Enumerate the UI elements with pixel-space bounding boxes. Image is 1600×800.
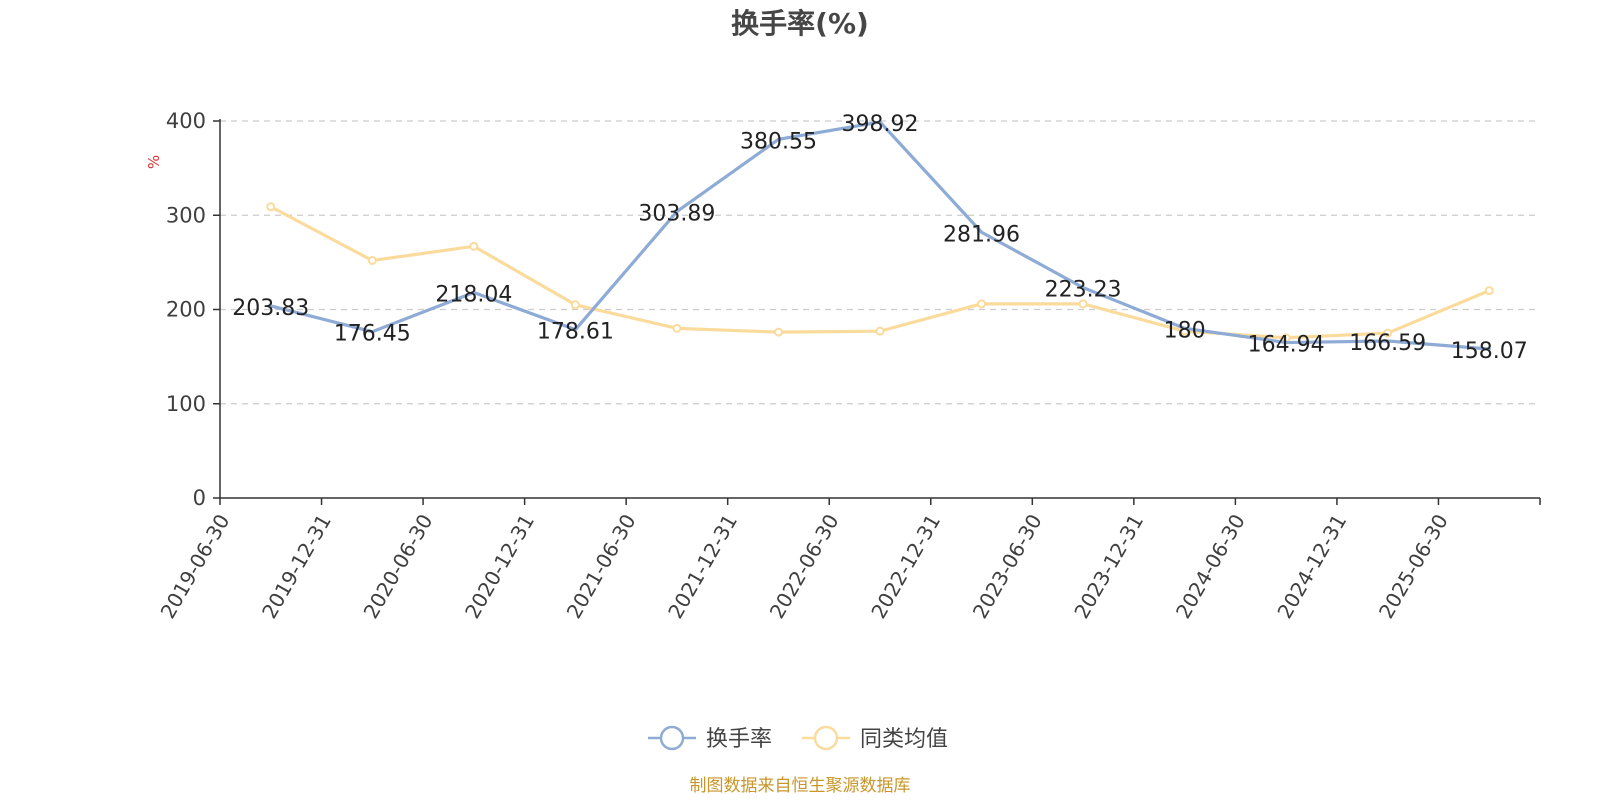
series-point bbox=[1383, 328, 1393, 338]
x-tick-label: 2023-12-31 bbox=[1069, 510, 1148, 623]
x-tick-label: 2021-12-31 bbox=[663, 510, 742, 623]
y-tick-label: 0 bbox=[193, 486, 206, 510]
data-label: 180 bbox=[1164, 318, 1206, 343]
x-tick-label: 2019-06-30 bbox=[155, 510, 234, 623]
series-lines bbox=[266, 120, 1494, 351]
x-tick-label: 2019-12-31 bbox=[257, 510, 336, 623]
data-label: 203.83 bbox=[232, 296, 309, 321]
chart-title: 换手率(%) bbox=[731, 7, 869, 40]
series-point bbox=[773, 327, 783, 337]
x-tick-label: 2024-06-30 bbox=[1171, 510, 1250, 623]
axes: 0 100 200 300 400 2019-06-30 2019-12-31 2020-06… bbox=[155, 109, 1541, 623]
source-note: 制图数据来自恒生聚源数据库 bbox=[690, 776, 911, 796]
series-point bbox=[875, 326, 885, 336]
series-point bbox=[1484, 286, 1494, 296]
y-tick-label: 300 bbox=[166, 203, 206, 227]
data-label: 303.89 bbox=[638, 202, 715, 227]
x-tick-label: 2024-12-31 bbox=[1272, 510, 1351, 623]
series-point bbox=[266, 202, 276, 212]
data-label: 164.94 bbox=[1248, 333, 1325, 358]
legend-item-0[interactable]: 换手率 bbox=[648, 725, 772, 752]
x-tick-label: 2020-06-30 bbox=[359, 510, 438, 623]
data-label: 223.23 bbox=[1045, 278, 1122, 303]
x-tick-label: 2022-12-31 bbox=[866, 510, 945, 623]
data-labels: 203.83 176.45 218.04 178.61 303.89 380.55 398.… bbox=[232, 112, 1527, 364]
x-tick-label: 2022-06-30 bbox=[765, 510, 844, 623]
data-label: 380.55 bbox=[740, 129, 817, 154]
y-tick-label: 100 bbox=[166, 392, 206, 416]
data-label: 398.92 bbox=[842, 112, 919, 137]
series-point bbox=[367, 255, 377, 265]
series-point bbox=[672, 323, 682, 333]
legend-item-1[interactable]: 同类均值 bbox=[802, 725, 948, 752]
legend-circle-icon bbox=[659, 725, 685, 751]
x-tick-label: 2025-06-30 bbox=[1374, 510, 1453, 623]
data-label: 166.59 bbox=[1349, 331, 1426, 356]
y-axis-unit: % bbox=[145, 155, 163, 169]
series-point bbox=[469, 241, 479, 251]
legend: 换手率 同类均值 bbox=[648, 725, 948, 752]
x-tick-label: 2020-12-31 bbox=[460, 510, 539, 623]
series-point bbox=[977, 299, 987, 309]
grid-lines bbox=[220, 120, 1540, 405]
x-tick-label: 2021-06-30 bbox=[562, 510, 641, 623]
data-label: 178.61 bbox=[537, 320, 614, 345]
series-line-0 bbox=[269, 120, 1491, 351]
x-tick-label: 2023-06-30 bbox=[968, 510, 1047, 623]
data-label: 218.04 bbox=[435, 282, 512, 307]
data-label: 158.07 bbox=[1451, 339, 1528, 364]
data-label: 176.45 bbox=[334, 322, 411, 347]
series-point bbox=[570, 300, 580, 310]
y-tick-label: 400 bbox=[166, 109, 206, 133]
y-tick-label: 200 bbox=[166, 298, 206, 322]
series-point bbox=[1078, 299, 1088, 309]
series-line-1 bbox=[269, 205, 1491, 340]
legend-label: 同类均值 bbox=[860, 727, 948, 752]
legend-label: 换手率 bbox=[706, 727, 772, 752]
legend-circle-icon bbox=[813, 725, 839, 751]
data-label: 281.96 bbox=[943, 222, 1020, 247]
